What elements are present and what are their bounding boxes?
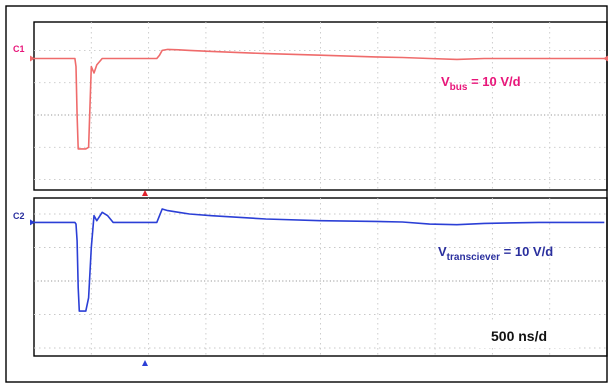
channel-right-marker bbox=[603, 55, 608, 62]
outer-frame bbox=[5, 5, 608, 383]
channel-2-scale-label: Vtransciever = 10 V/d bbox=[438, 244, 553, 263]
channel-offset-marker bbox=[30, 219, 35, 226]
series-line-c1 bbox=[34, 48, 605, 150]
channel-1-panel: C1 Vbus = 10 V/d bbox=[13, 21, 608, 196]
channel-1-trigger-marker bbox=[142, 190, 148, 196]
channel-2-trigger-marker bbox=[142, 360, 148, 366]
channel-2-label: C2 bbox=[13, 211, 25, 221]
timebase-label: 500 ns/d bbox=[491, 328, 547, 344]
channel-2-trace bbox=[30, 208, 605, 312]
series-line-c2 bbox=[34, 208, 605, 312]
channel-1-grid bbox=[34, 22, 607, 190]
channel-2-panel: C2 Vtransciever = 10 V/d 500 ns/d bbox=[13, 197, 608, 366]
channel-offset-marker bbox=[30, 55, 35, 62]
channel-1-scale-label: Vbus = 10 V/d bbox=[441, 74, 521, 93]
channel-1-trace bbox=[30, 48, 608, 150]
timebase-box bbox=[478, 322, 578, 348]
channel-1-label: C1 bbox=[13, 44, 25, 54]
